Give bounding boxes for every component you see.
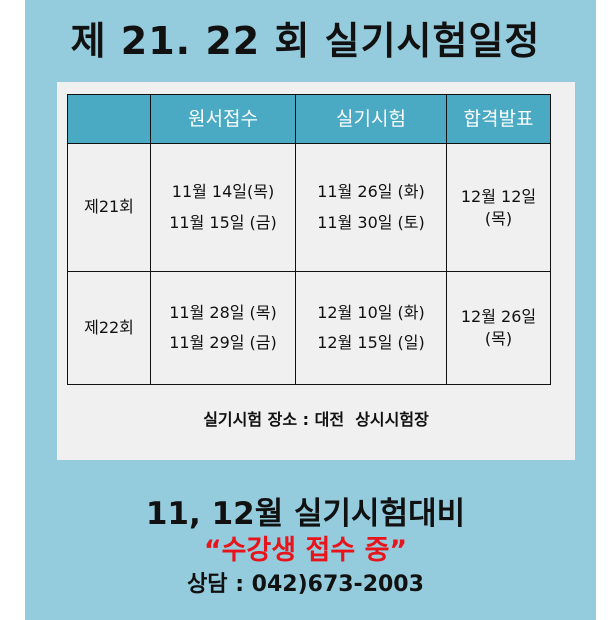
exam-cell: 12월 10일 (화) 12월 15일 (일): [295, 271, 447, 385]
header-empty: [67, 94, 151, 144]
result-cell: 12월 12일 (목): [446, 143, 551, 272]
header-exam: 실기시험: [295, 94, 447, 144]
weekday: (목): [484, 208, 513, 228]
table-row: 제21회 11월 14일(목) 11월 15일 (금) 11월 26일 (화) 11…: [67, 143, 551, 272]
date: 12월 26일: [460, 307, 537, 327]
promo-highlight: “수강생 접수 중”: [203, 535, 408, 566]
contact-phone: 상담 : 042)673-2003: [187, 572, 424, 597]
date: 11월 14일(목): [171, 182, 275, 202]
weekday: (목): [484, 329, 513, 348]
date: 11월 29일 (금): [169, 333, 277, 352]
date: 11월 28일 (목): [169, 302, 277, 322]
date: 11월 26일 (화): [317, 182, 425, 202]
round-cell: 제21회: [67, 143, 151, 272]
apply-cell: 11월 14일(목) 11월 15일 (금): [150, 143, 296, 272]
schedule-table: 원서접수 실기시험 합격발표 제21회 11월 14일(목) 11월 15일 (금…: [67, 94, 551, 385]
date: 12월 12일: [460, 186, 537, 206]
apply-cell: 11월 28일 (목) 11월 29일 (금): [150, 271, 296, 385]
promo-heading: 11, 12월 실기시험대비: [145, 496, 466, 532]
header-apply: 원서접수: [150, 94, 296, 144]
date: 12월 15일 (일): [317, 333, 425, 352]
table-row: 제22회 11월 28일 (목) 11월 29일 (금) 12월 10일 (화) 1…: [67, 271, 551, 385]
venue-text: 실기시험 장소 : 대전 상시시험장: [203, 410, 429, 429]
table-header-row: 원서접수 실기시험 합격발표: [67, 94, 551, 144]
date: 11월 15일 (금): [169, 212, 277, 232]
exam-cell: 11월 26일 (화) 11월 30일 (토): [295, 143, 447, 272]
date: 12월 10일 (화): [317, 302, 425, 322]
date: 11월 30일 (토): [317, 212, 425, 232]
header-result: 합격발표: [446, 94, 551, 144]
round-cell: 제22회: [67, 271, 151, 385]
result-cell: 12월 26일 (목): [446, 271, 551, 385]
page-title: 제 21. 22 회 실기시험일정: [70, 19, 541, 63]
